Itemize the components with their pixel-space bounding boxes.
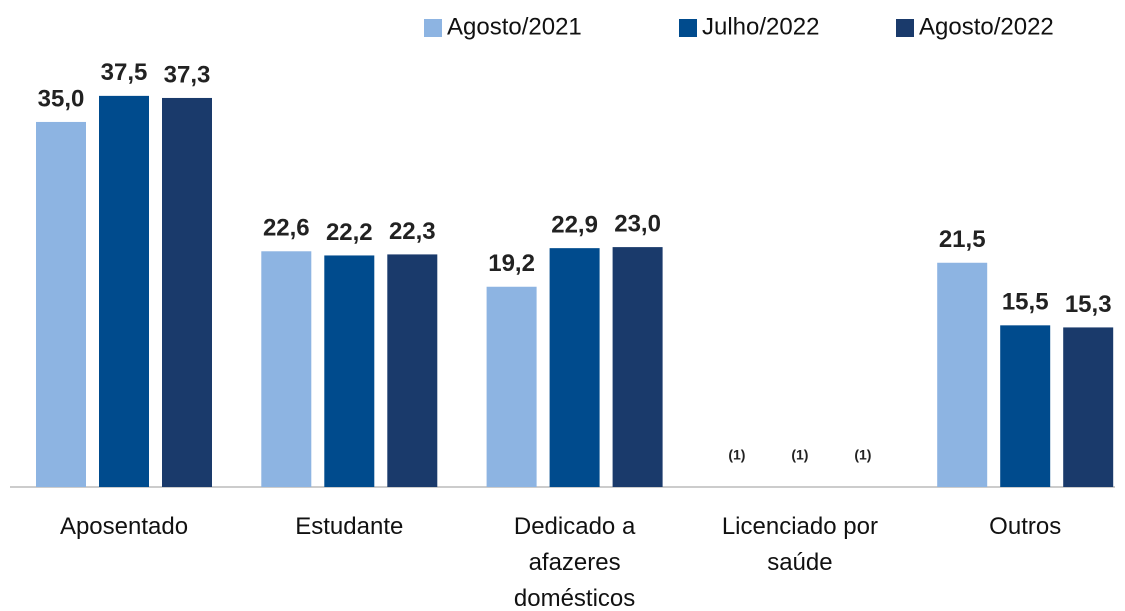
bar: [486, 286, 537, 487]
bar: [324, 255, 375, 487]
x-tick-label: Licenciado por saúde: [721, 513, 878, 576]
value-label: 21,5: [939, 226, 986, 253]
value-label: 22,2: [326, 219, 373, 246]
bar: [1000, 325, 1051, 487]
bar: [36, 121, 86, 487]
legend-label: Agosto/2022: [919, 13, 1054, 40]
value-label: 15,5: [1002, 289, 1049, 316]
legend-swatch: [679, 19, 697, 37]
legend-swatch: [424, 19, 442, 37]
value-label: 23,0: [614, 210, 661, 237]
value-label: (1): [791, 447, 808, 463]
value-label: 19,2: [488, 250, 535, 277]
legend-swatch: [896, 19, 914, 37]
value-label: 35,0: [38, 85, 85, 112]
x-tick-label: Outros: [989, 513, 1062, 540]
bar: [549, 248, 600, 487]
bar: [612, 247, 663, 487]
value-label: 15,3: [1065, 291, 1112, 318]
value-label: 37,5: [101, 59, 148, 86]
value-label: 22,3: [389, 218, 436, 245]
bar: [387, 254, 438, 487]
value-label: 37,3: [164, 61, 211, 88]
value-label: (1): [728, 447, 745, 463]
x-tick-label: Dedicado a afazeres domésticos: [513, 513, 636, 611]
value-label: (1): [854, 447, 871, 463]
value-label: 22,6: [263, 215, 310, 242]
x-tick-label: Aposentado: [59, 513, 189, 540]
legend-label: Julho/2022: [702, 13, 819, 40]
bar: [99, 95, 149, 487]
bar: [937, 262, 988, 487]
bar: [261, 251, 312, 487]
x-tick-label: Estudante: [295, 513, 404, 540]
bar: [162, 97, 212, 487]
legend-label: Agosto/2021: [447, 13, 582, 40]
value-label: 22,9: [551, 211, 598, 238]
bar: [1063, 327, 1114, 487]
